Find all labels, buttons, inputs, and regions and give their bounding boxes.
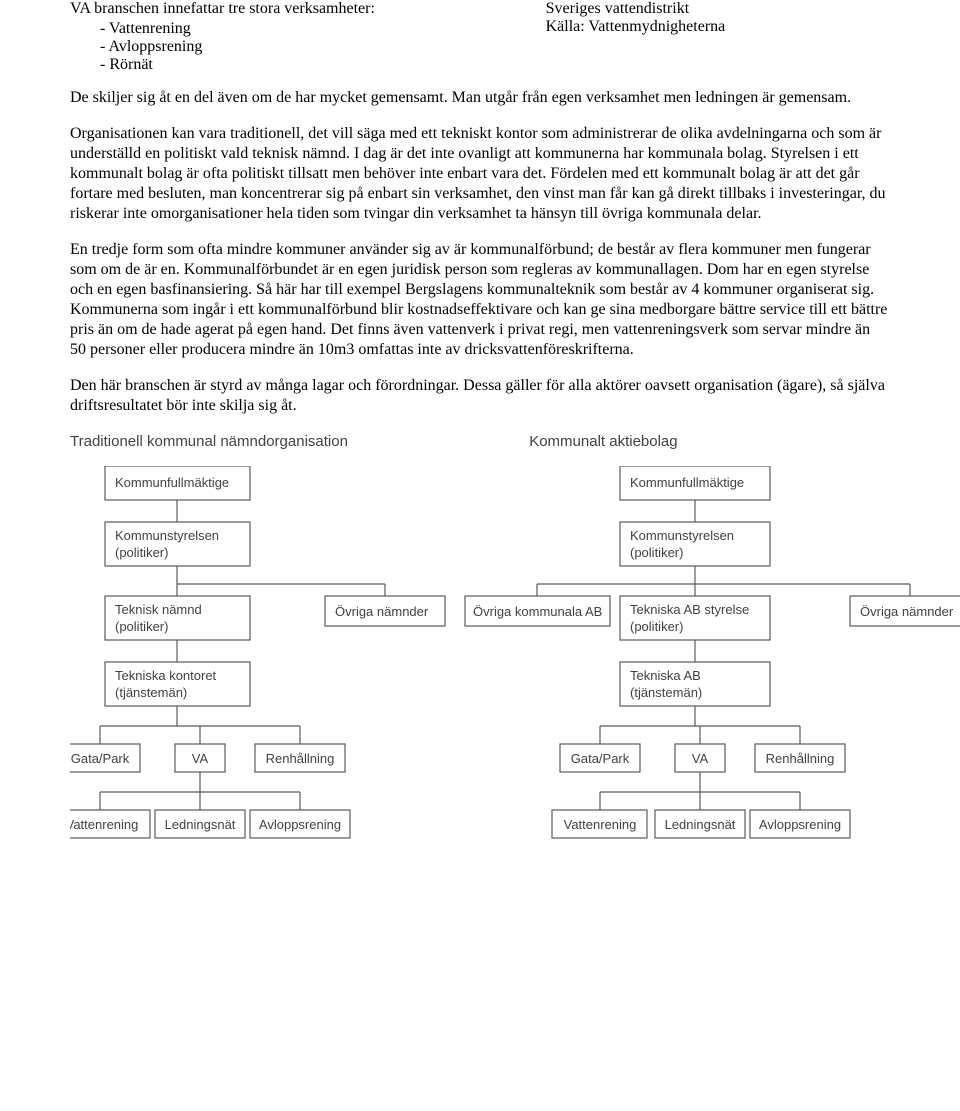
- node-label: Renhållning: [766, 751, 835, 766]
- header-two-column: VA branschen innefattar tre stora verksa…: [70, 0, 890, 74]
- paragraph-4: Den här branschen är styrd av många laga…: [70, 376, 890, 416]
- intro-line: VA branschen innefattar tre stora verksa…: [70, 0, 375, 17]
- node-label: Ledningsnät: [665, 817, 736, 832]
- diagram-title-right: Kommunalt aktiebolag: [529, 432, 890, 452]
- node-label: Kommunstyrelsen: [115, 528, 219, 543]
- node-label: (tjänstemän): [630, 685, 702, 700]
- node-label: (politiker): [115, 619, 168, 634]
- node-label: Ledningsnät: [165, 817, 236, 832]
- org-diagram: Traditionell kommunal nämndorganisation …: [70, 432, 890, 896]
- node-label: Kommunfullmäktige: [115, 475, 229, 490]
- header-right: Sveriges vattendistrikt Källa: Vattenmyd…: [546, 0, 890, 74]
- node-label: Tekniska AB styrelse: [630, 602, 749, 617]
- header-left: VA branschen innefattar tre stora verksa…: [70, 0, 521, 74]
- org-chart-svg: Kommunfullmäktige Kommunstyrelsen (polit…: [70, 466, 960, 896]
- node-label: Kommunfullmäktige: [630, 475, 744, 490]
- right-line-2: Källa: Vattenmydnigheterna: [546, 18, 890, 36]
- bullet-item: Rörnät: [100, 56, 521, 74]
- bullet-item: Avloppsrening: [100, 38, 521, 56]
- right-line-1: Sveriges vattendistrikt: [546, 0, 890, 18]
- node-label: Vattenrening: [70, 817, 138, 832]
- paragraph-1: De skiljer sig åt en del även om de har …: [70, 88, 890, 108]
- diagram-titles: Traditionell kommunal nämndorganisation …: [70, 432, 890, 452]
- node-label: Övriga kommunala AB: [473, 604, 602, 619]
- node-label: Renhållning: [266, 751, 335, 766]
- node-label: Övriga nämnder: [335, 604, 429, 619]
- node-label: Tekniska kontoret: [115, 668, 217, 683]
- node-label: (tjänstemän): [115, 685, 187, 700]
- paragraph-3: En tredje form som ofta mindre kommuner …: [70, 240, 890, 360]
- node-label: Vattenrening: [564, 817, 637, 832]
- node-label: Tekniska AB: [630, 668, 701, 683]
- bullet-list: Vattenrening Avloppsrening Rörnät: [100, 20, 521, 74]
- node-label: Kommunstyrelsen: [630, 528, 734, 543]
- node-label: Teknisk nämnd: [115, 602, 202, 617]
- node-label: VA: [192, 751, 209, 766]
- paragraph-2: Organisationen kan vara traditionell, de…: [70, 124, 890, 224]
- node-label: (politiker): [630, 619, 683, 634]
- diagram-title-left: Traditionell kommunal nämndorganisation: [70, 432, 431, 452]
- node-label: VA: [692, 751, 709, 766]
- node-label: (politiker): [630, 545, 683, 560]
- node-label: Avloppsrening: [259, 817, 341, 832]
- node-label: Avloppsrening: [759, 817, 841, 832]
- node-label: (politiker): [115, 545, 168, 560]
- node-label: Gata/Park: [571, 751, 630, 766]
- node-label: Övriga nämnder: [860, 604, 954, 619]
- node-label: Gata/Park: [71, 751, 130, 766]
- bullet-item: Vattenrening: [100, 20, 521, 38]
